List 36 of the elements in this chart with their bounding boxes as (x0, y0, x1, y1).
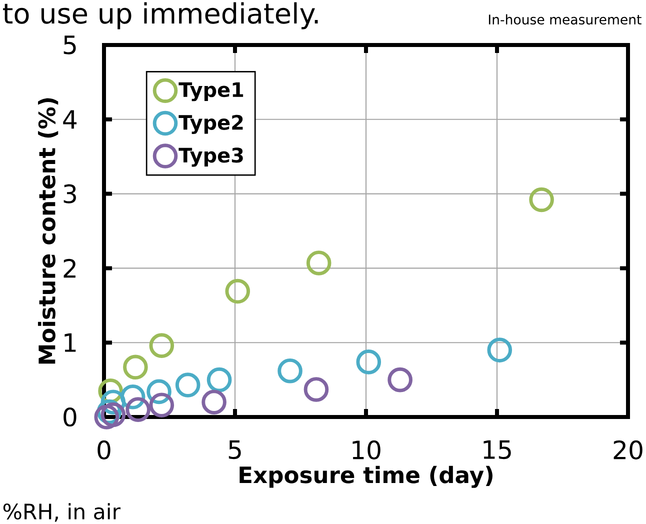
y-tick-label: 0 (64, 407, 76, 427)
legend-label: Type3 (178, 148, 243, 167)
point (487, 338, 512, 362)
y-tick-label: 1 (64, 333, 76, 352)
y-axis-title: Moisture content (%) (38, 98, 58, 364)
text: %RH, in air (3, 503, 121, 522)
x-tick-label: 20 (614, 440, 642, 460)
point (100, 402, 126, 428)
x-tick-label: 0 (98, 440, 110, 460)
point (529, 187, 554, 212)
legend-label: Type2 (178, 114, 243, 134)
point (149, 392, 174, 418)
y-tick-label: 3 (64, 184, 76, 204)
point (175, 372, 200, 398)
point (306, 250, 332, 276)
legend-label: Type1 (178, 82, 244, 102)
point (206, 367, 232, 392)
y-tick-label: 2 (64, 258, 76, 278)
point (304, 377, 329, 402)
x-tick-label: 10 (352, 440, 380, 460)
text: In-house measurement (488, 14, 642, 25)
point (126, 397, 150, 422)
point (202, 390, 226, 415)
point (225, 278, 250, 304)
point (149, 333, 174, 358)
point (94, 404, 120, 430)
point (123, 354, 148, 380)
point (356, 350, 382, 374)
point (388, 367, 412, 392)
y-tick-label: 5 (64, 36, 76, 54)
x-tick-label: 15 (484, 440, 511, 460)
text: to use up immediately. (3, 2, 318, 30)
point (278, 358, 302, 384)
y-tick-label: 4 (63, 110, 77, 129)
x-tick-label: 5 (228, 440, 241, 460)
x-axis-title: Exposure time (day) (240, 466, 492, 488)
